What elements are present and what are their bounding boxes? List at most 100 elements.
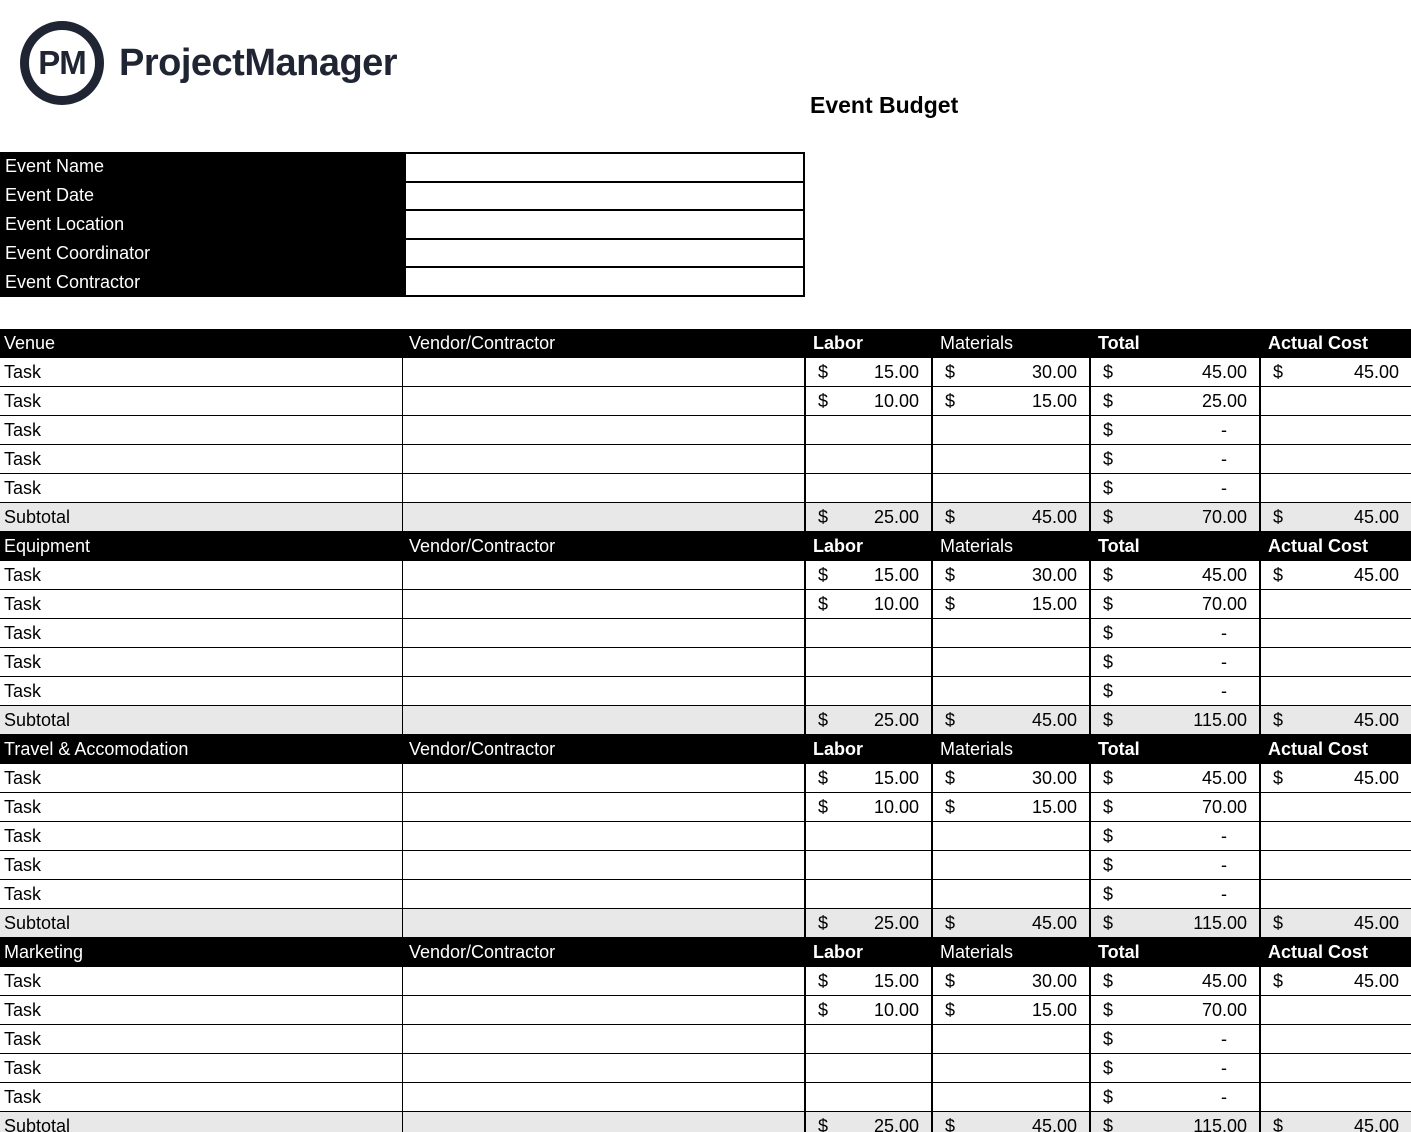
labor-cost-cell[interactable]: $10.00	[806, 793, 933, 821]
vendor-cell[interactable]	[403, 822, 806, 850]
actual-cost-cell[interactable]	[1261, 445, 1411, 473]
vendor-cell[interactable]	[403, 474, 806, 502]
total-cost-cell[interactable]: $70.00	[1091, 590, 1261, 618]
subtotal-actual-cost-cell[interactable]: $45.00	[1261, 706, 1411, 734]
actual-cost-cell[interactable]	[1261, 590, 1411, 618]
event-date-input[interactable]	[406, 182, 803, 212]
task-name-cell[interactable]: Task	[0, 648, 403, 676]
task-name-cell[interactable]: Task	[0, 387, 403, 415]
materials-cost-cell[interactable]	[933, 474, 1091, 502]
total-cost-cell[interactable]: $70.00	[1091, 996, 1261, 1024]
task-name-cell[interactable]: Task	[0, 358, 403, 386]
total-cost-cell[interactable]: $45.00	[1091, 358, 1261, 386]
total-cost-cell[interactable]: $45.00	[1091, 967, 1261, 995]
labor-cost-cell[interactable]: $15.00	[806, 561, 933, 589]
vendor-cell[interactable]	[403, 764, 806, 792]
labor-cost-cell[interactable]	[806, 474, 933, 502]
labor-cost-cell[interactable]	[806, 677, 933, 705]
total-cost-cell[interactable]: $ -	[1091, 619, 1261, 647]
labor-cost-cell[interactable]: $15.00	[806, 967, 933, 995]
vendor-cell[interactable]	[403, 416, 806, 444]
vendor-cell[interactable]	[403, 880, 806, 908]
materials-cost-cell[interactable]	[933, 1083, 1091, 1111]
subtotal-materials-cell[interactable]: $45.00	[933, 503, 1091, 531]
total-cost-cell[interactable]: $45.00	[1091, 764, 1261, 792]
actual-cost-cell[interactable]	[1261, 619, 1411, 647]
task-name-cell[interactable]: Task	[0, 764, 403, 792]
materials-cost-cell[interactable]: $30.00	[933, 764, 1091, 792]
subtotal-total-cell[interactable]: $115.00	[1091, 1112, 1261, 1132]
materials-cost-cell[interactable]	[933, 822, 1091, 850]
total-cost-cell[interactable]: $ -	[1091, 677, 1261, 705]
materials-cost-cell[interactable]: $30.00	[933, 561, 1091, 589]
total-cost-cell[interactable]: $ -	[1091, 1025, 1261, 1053]
subtotal-labor-cell[interactable]: $25.00	[806, 909, 933, 937]
total-cost-cell[interactable]: $25.00	[1091, 387, 1261, 415]
vendor-cell[interactable]	[403, 648, 806, 676]
vendor-cell[interactable]	[403, 996, 806, 1024]
vendor-cell[interactable]	[403, 677, 806, 705]
materials-cost-cell[interactable]	[933, 445, 1091, 473]
materials-cost-cell[interactable]	[933, 619, 1091, 647]
materials-cost-cell[interactable]	[933, 416, 1091, 444]
total-cost-cell[interactable]: $ -	[1091, 474, 1261, 502]
subtotal-labor-cell[interactable]: $25.00	[806, 1112, 933, 1132]
labor-cost-cell[interactable]: $10.00	[806, 996, 933, 1024]
total-cost-cell[interactable]: $ -	[1091, 851, 1261, 879]
materials-cost-cell[interactable]: $15.00	[933, 996, 1091, 1024]
actual-cost-cell[interactable]: $45.00	[1261, 358, 1411, 386]
total-cost-cell[interactable]: $ -	[1091, 648, 1261, 676]
labor-cost-cell[interactable]	[806, 822, 933, 850]
materials-cost-cell[interactable]: $15.00	[933, 793, 1091, 821]
actual-cost-cell[interactable]	[1261, 822, 1411, 850]
vendor-cell[interactable]	[403, 445, 806, 473]
subtotal-actual-cost-cell[interactable]: $45.00	[1261, 909, 1411, 937]
materials-cost-cell[interactable]: $30.00	[933, 967, 1091, 995]
labor-cost-cell[interactable]: $10.00	[806, 590, 933, 618]
vendor-cell[interactable]	[403, 851, 806, 879]
actual-cost-cell[interactable]	[1261, 416, 1411, 444]
labor-cost-cell[interactable]	[806, 1054, 933, 1082]
materials-cost-cell[interactable]: $15.00	[933, 590, 1091, 618]
materials-cost-cell[interactable]	[933, 648, 1091, 676]
labor-cost-cell[interactable]: $15.00	[806, 764, 933, 792]
subtotal-total-cell[interactable]: $115.00	[1091, 909, 1261, 937]
actual-cost-cell[interactable]: $45.00	[1261, 561, 1411, 589]
labor-cost-cell[interactable]	[806, 880, 933, 908]
task-name-cell[interactable]: Task	[0, 880, 403, 908]
vendor-cell[interactable]	[403, 1025, 806, 1053]
actual-cost-cell[interactable]	[1261, 1025, 1411, 1053]
materials-cost-cell[interactable]	[933, 851, 1091, 879]
vendor-cell[interactable]	[403, 387, 806, 415]
total-cost-cell[interactable]: $ -	[1091, 1054, 1261, 1082]
actual-cost-cell[interactable]: $45.00	[1261, 967, 1411, 995]
materials-cost-cell[interactable]	[933, 1054, 1091, 1082]
task-name-cell[interactable]: Task	[0, 561, 403, 589]
task-name-cell[interactable]: Task	[0, 1083, 403, 1111]
task-name-cell[interactable]: Task	[0, 967, 403, 995]
task-name-cell[interactable]: Task	[0, 996, 403, 1024]
labor-cost-cell[interactable]	[806, 445, 933, 473]
subtotal-materials-cell[interactable]: $45.00	[933, 909, 1091, 937]
vendor-cell[interactable]	[403, 590, 806, 618]
materials-cost-cell[interactable]	[933, 1025, 1091, 1053]
event-name-input[interactable]	[406, 154, 803, 183]
subtotal-actual-cost-cell[interactable]: $45.00	[1261, 1112, 1411, 1132]
total-cost-cell[interactable]: $ -	[1091, 822, 1261, 850]
actual-cost-cell[interactable]	[1261, 474, 1411, 502]
task-name-cell[interactable]: Task	[0, 619, 403, 647]
subtotal-labor-cell[interactable]: $25.00	[806, 706, 933, 734]
vendor-cell[interactable]	[403, 967, 806, 995]
materials-cost-cell[interactable]	[933, 880, 1091, 908]
actual-cost-cell[interactable]	[1261, 996, 1411, 1024]
event-coordinator-input[interactable]	[406, 239, 803, 269]
subtotal-materials-cell[interactable]: $45.00	[933, 1112, 1091, 1132]
event-location-input[interactable]	[406, 211, 803, 240]
labor-cost-cell[interactable]	[806, 619, 933, 647]
task-name-cell[interactable]: Task	[0, 445, 403, 473]
task-name-cell[interactable]: Task	[0, 677, 403, 705]
vendor-cell[interactable]	[403, 1054, 806, 1082]
labor-cost-cell[interactable]	[806, 648, 933, 676]
total-cost-cell[interactable]: $45.00	[1091, 561, 1261, 589]
actual-cost-cell[interactable]	[1261, 851, 1411, 879]
